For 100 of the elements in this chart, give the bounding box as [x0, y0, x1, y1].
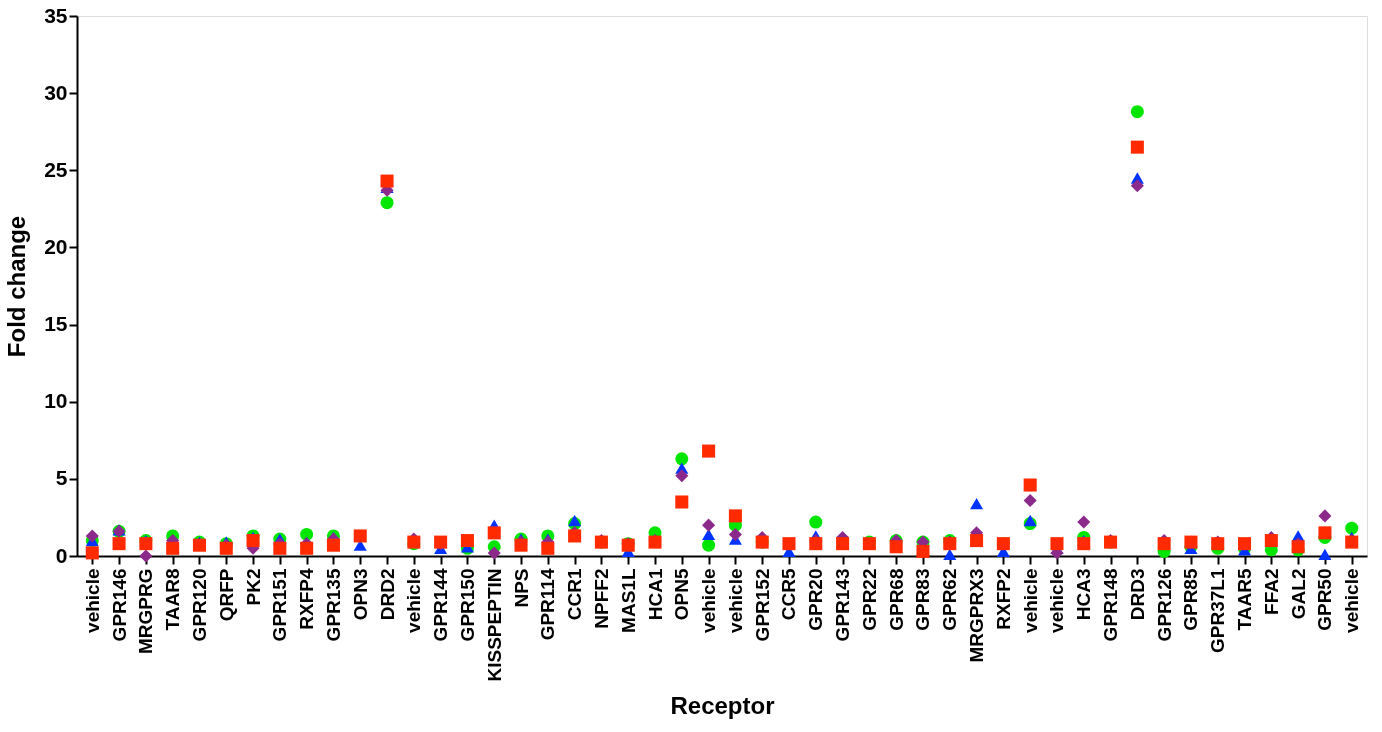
point	[85, 529, 99, 543]
x-tick-label: MRGPRG	[135, 568, 157, 654]
x-tick-label: GPR114	[537, 568, 559, 641]
x-tick-label: GPR126	[1153, 568, 1175, 642]
point	[541, 541, 555, 555]
point	[889, 540, 903, 554]
x-tick-label: GPR120	[188, 568, 210, 642]
point	[675, 495, 689, 509]
x-tick-label: KISSPEPTIN	[483, 568, 505, 682]
point	[728, 527, 742, 541]
x-tick-label: vehicle	[698, 568, 720, 633]
x-tick-label: GPR135	[322, 568, 344, 642]
x-tick-label: GPR143	[832, 568, 854, 642]
point	[702, 538, 716, 552]
x-tick-label: CCR1	[564, 568, 586, 621]
x-tick-label: PK2	[242, 568, 264, 606]
x-tick-label: FFA2	[1260, 568, 1282, 615]
x-tick-label: vehicle	[1046, 568, 1068, 633]
x-tick-label: GPR68	[885, 568, 907, 631]
point	[1130, 105, 1144, 119]
point	[1077, 515, 1091, 529]
y-tick-label: 15	[44, 312, 68, 336]
point	[809, 515, 823, 529]
x-tick-label: GPR22	[858, 568, 880, 631]
x-tick-label: TAAR8	[162, 568, 184, 631]
x-tick-label: GAL2	[1287, 568, 1309, 620]
point	[675, 452, 689, 466]
point	[166, 541, 180, 555]
x-tick-label: DRD3	[1126, 568, 1148, 621]
x-tick-label: RXFP2	[992, 568, 1014, 630]
point	[1130, 140, 1144, 154]
point	[1318, 526, 1332, 540]
point	[85, 546, 99, 560]
point	[273, 541, 287, 555]
x-tick-label: NPS	[510, 568, 532, 608]
point	[1345, 521, 1359, 535]
x-tick-label: NPFF2	[590, 568, 612, 629]
point	[943, 548, 957, 561]
point	[1077, 537, 1091, 551]
x-tick-label: GPR146	[108, 568, 130, 642]
x-tick-label: vehicle	[403, 568, 425, 633]
x-tick-label: vehicle	[1019, 568, 1041, 633]
point	[675, 469, 689, 483]
x-tick-label: QRFP	[215, 568, 237, 622]
x-tick-label: GPR37L1	[1207, 568, 1229, 653]
x-tick-label: HCA1	[644, 568, 666, 621]
y-tick-label: 10	[44, 389, 68, 413]
point	[1238, 537, 1252, 551]
x-tick-label: vehicle	[724, 568, 746, 633]
y-tick-label: 30	[44, 80, 68, 104]
x-tick-label: GPR62	[939, 568, 961, 631]
point	[970, 534, 984, 548]
x-tick-label: RXFP4	[296, 568, 318, 630]
point	[326, 538, 340, 552]
point	[568, 514, 582, 527]
point	[139, 549, 153, 563]
point	[916, 544, 930, 558]
point	[702, 444, 716, 458]
point	[380, 174, 394, 188]
x-tick-label: GPR83	[912, 568, 934, 631]
point	[728, 509, 742, 523]
x-tick-label: GPR152	[751, 568, 773, 642]
point	[1318, 548, 1332, 561]
y-tick-label: 0	[55, 543, 68, 567]
point	[1264, 534, 1278, 548]
y-tick-label: 25	[44, 157, 68, 181]
point	[1050, 537, 1064, 551]
point	[970, 497, 984, 510]
x-tick-label: OPN3	[349, 568, 371, 621]
y-tick-label: 35	[44, 3, 68, 27]
point	[782, 537, 796, 551]
point	[702, 518, 716, 532]
point	[702, 528, 716, 541]
x-tick-label: GPR85	[1180, 568, 1202, 631]
x-tick-label: GPR148	[1100, 568, 1122, 642]
x-tick-label: GPR150	[456, 568, 478, 642]
point	[1023, 478, 1037, 492]
point	[380, 196, 394, 210]
point	[300, 541, 314, 555]
point	[1023, 493, 1037, 507]
y-axis-title: Fold change	[3, 215, 31, 358]
x-tick-label: CCR5	[778, 568, 800, 621]
x-tick-label: OPN5	[671, 568, 693, 621]
y-tick-label: 20	[44, 234, 68, 258]
x-tick-label: MAS1L	[617, 568, 639, 633]
point	[353, 529, 367, 543]
x-tick-label: GPR50	[1314, 568, 1336, 631]
x-tick-label: GPR20	[805, 568, 827, 631]
point	[1318, 509, 1332, 523]
x-tick-label: MRGPRX3	[966, 568, 988, 663]
x-tick-label: DRD2	[376, 568, 398, 621]
point	[487, 526, 501, 540]
point	[1023, 514, 1037, 527]
x-tick-label: TAAR5	[1234, 568, 1256, 631]
y-tick-label: 5	[55, 466, 68, 490]
x-tick-label: HCA3	[1073, 568, 1095, 621]
x-axis-title: Receptor	[670, 692, 775, 720]
point	[460, 534, 474, 548]
x-tick-label: vehicle	[1341, 568, 1363, 633]
x-tick-label: vehicle	[81, 568, 103, 633]
